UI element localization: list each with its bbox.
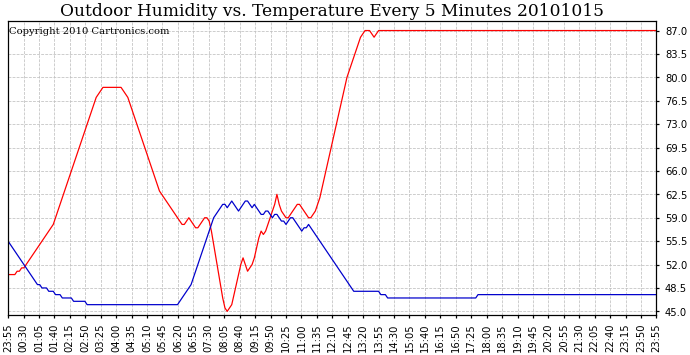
Title: Outdoor Humidity vs. Temperature Every 5 Minutes 20101015: Outdoor Humidity vs. Temperature Every 5… bbox=[60, 3, 604, 20]
Text: Copyright 2010 Cartronics.com: Copyright 2010 Cartronics.com bbox=[10, 27, 170, 36]
